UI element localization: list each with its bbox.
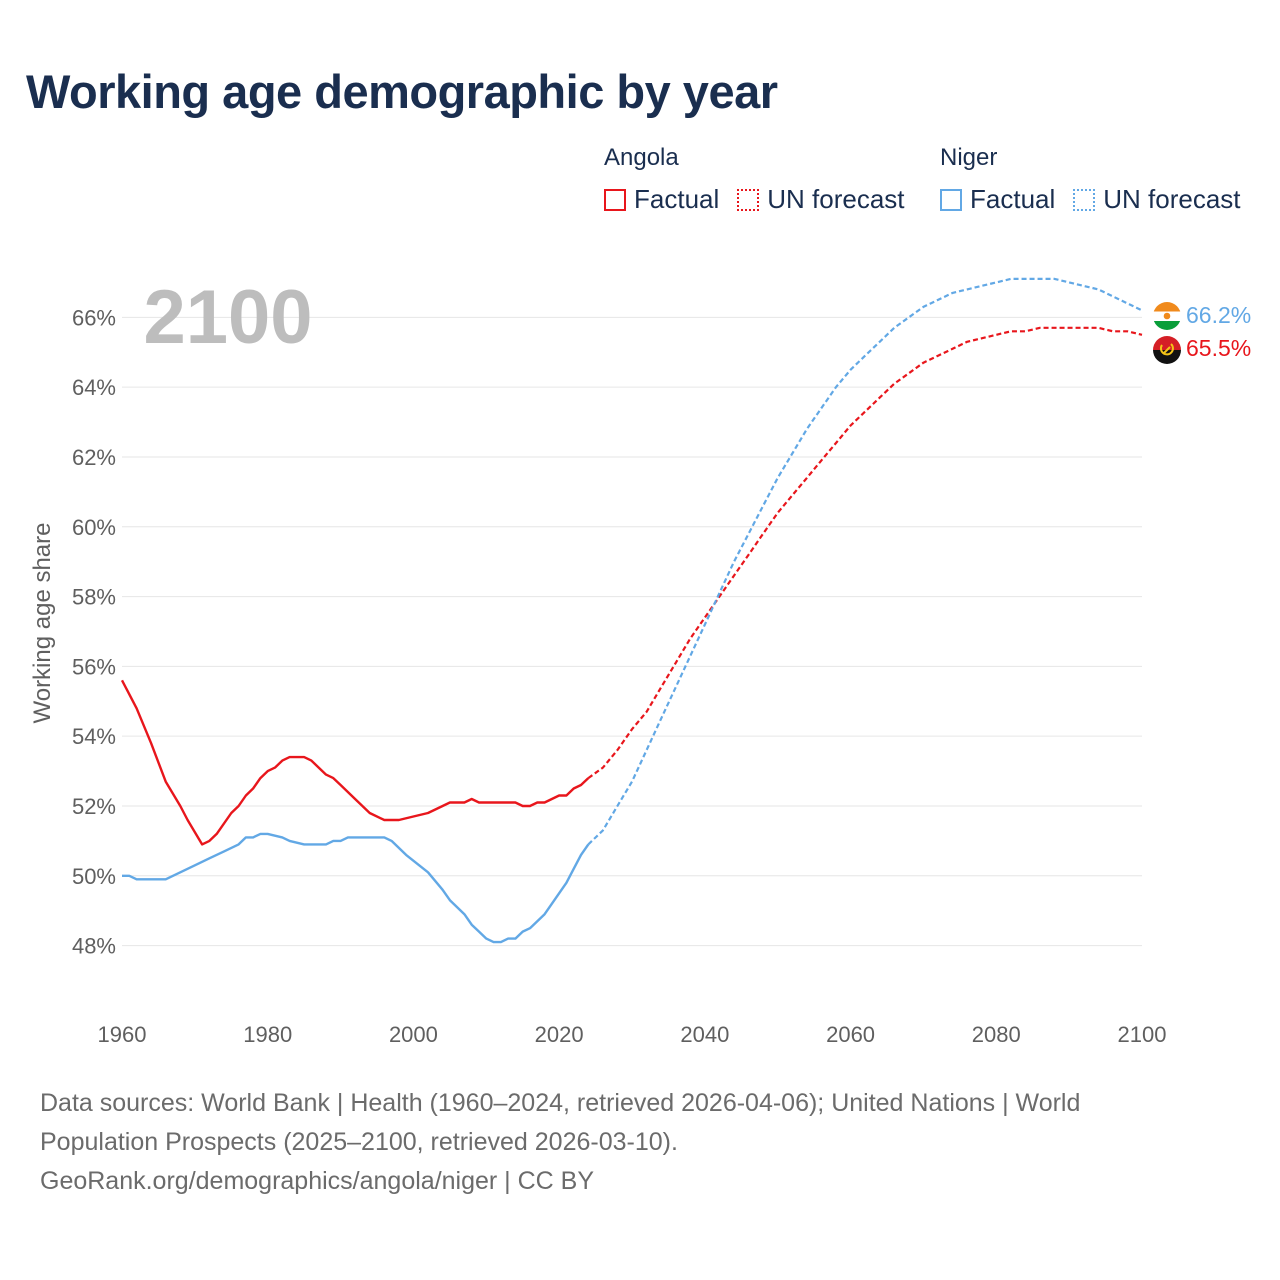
legend-country-angola: Angola	[604, 144, 679, 171]
legend-item-angola-forecast[interactable]: UN forecast	[737, 184, 905, 215]
y-tick-label: 52%	[72, 794, 116, 819]
y-tick-label: 54%	[72, 724, 116, 749]
y-tick-label: 62%	[72, 445, 116, 470]
legend-label-angola-forecast: UN forecast	[767, 184, 905, 214]
legend-swatch-dotted-icon	[737, 188, 760, 211]
chart-title: Working age demographic by year	[26, 65, 778, 118]
attribution-link[interactable]: GeoRank.org/demographics/angola/niger | …	[40, 1167, 595, 1195]
legend-swatch-solid-icon	[604, 188, 626, 211]
data-sources-note: Data sources: World Bank | Health (1960–…	[40, 1089, 1081, 1156]
legend-country-niger: Niger	[940, 144, 998, 171]
x-tick-label: 2100	[1118, 1022, 1167, 1047]
angola-flag-icon	[1153, 336, 1181, 364]
legend-group-angola: Angola Factual UN forecast	[604, 144, 923, 215]
angola-factual-line	[120, 679, 590, 846]
legend-label-niger-factual: Factual	[970, 184, 1056, 214]
legend-item-niger-forecast[interactable]: UN forecast	[1073, 184, 1241, 215]
gridlines	[122, 316, 1142, 947]
x-axis: 1960 1980 2000 2020 2040 2060 2080 2100	[98, 1022, 1167, 1047]
y-axis: 48% 50% 52% 54% 56% 58% 60% 62% 64% 66%	[72, 305, 116, 958]
series-lines	[120, 277, 1143, 944]
legend-swatch-dotted-icon	[1073, 188, 1096, 211]
footer: Data sources: World Bank | Health (1960–…	[40, 1084, 1200, 1201]
legend-item-niger-factual[interactable]: Factual	[940, 184, 1055, 215]
legend-group-niger: Niger Factual UN forecast	[940, 144, 1259, 215]
x-tick-label: 2000	[389, 1022, 438, 1047]
y-tick-label: 66%	[72, 305, 116, 330]
x-tick-label: 2080	[972, 1022, 1021, 1047]
legend-swatch-solid-icon	[940, 188, 962, 211]
end-labels: 66.2% 65.5%	[1153, 302, 1251, 364]
niger-end-label: 66.2%	[1186, 302, 1251, 328]
y-tick-label: 48%	[72, 934, 116, 959]
legend-label-angola-factual: Factual	[634, 184, 720, 214]
niger-forecast-line	[587, 277, 1143, 846]
x-tick-label: 2060	[826, 1022, 875, 1047]
legend-item-angola-factual[interactable]: Factual	[604, 184, 719, 215]
year-watermark: 2100	[143, 275, 312, 360]
x-tick-label: 1980	[243, 1022, 292, 1047]
x-tick-label: 2040	[680, 1022, 729, 1047]
x-tick-label: 2020	[535, 1022, 584, 1047]
y-axis-title: Working age share	[29, 523, 56, 724]
y-tick-label: 64%	[72, 375, 116, 400]
niger-factual-line	[122, 832, 590, 944]
niger-flag-icon	[1153, 302, 1181, 330]
y-tick-label: 58%	[72, 585, 116, 610]
y-tick-label: 50%	[72, 864, 116, 889]
y-tick-label: 56%	[72, 654, 116, 679]
legend-label-niger-forecast: UN forecast	[1103, 184, 1241, 214]
x-tick-label: 1960	[98, 1022, 147, 1047]
y-tick-label: 60%	[72, 515, 116, 540]
line-chart: 2100 48% 50% 52% 54% 56% 58% 60% 62% 64% 66% 1960…	[29, 275, 1251, 1047]
angola-forecast-line	[587, 326, 1143, 779]
angola-end-label: 65.5%	[1186, 335, 1251, 361]
